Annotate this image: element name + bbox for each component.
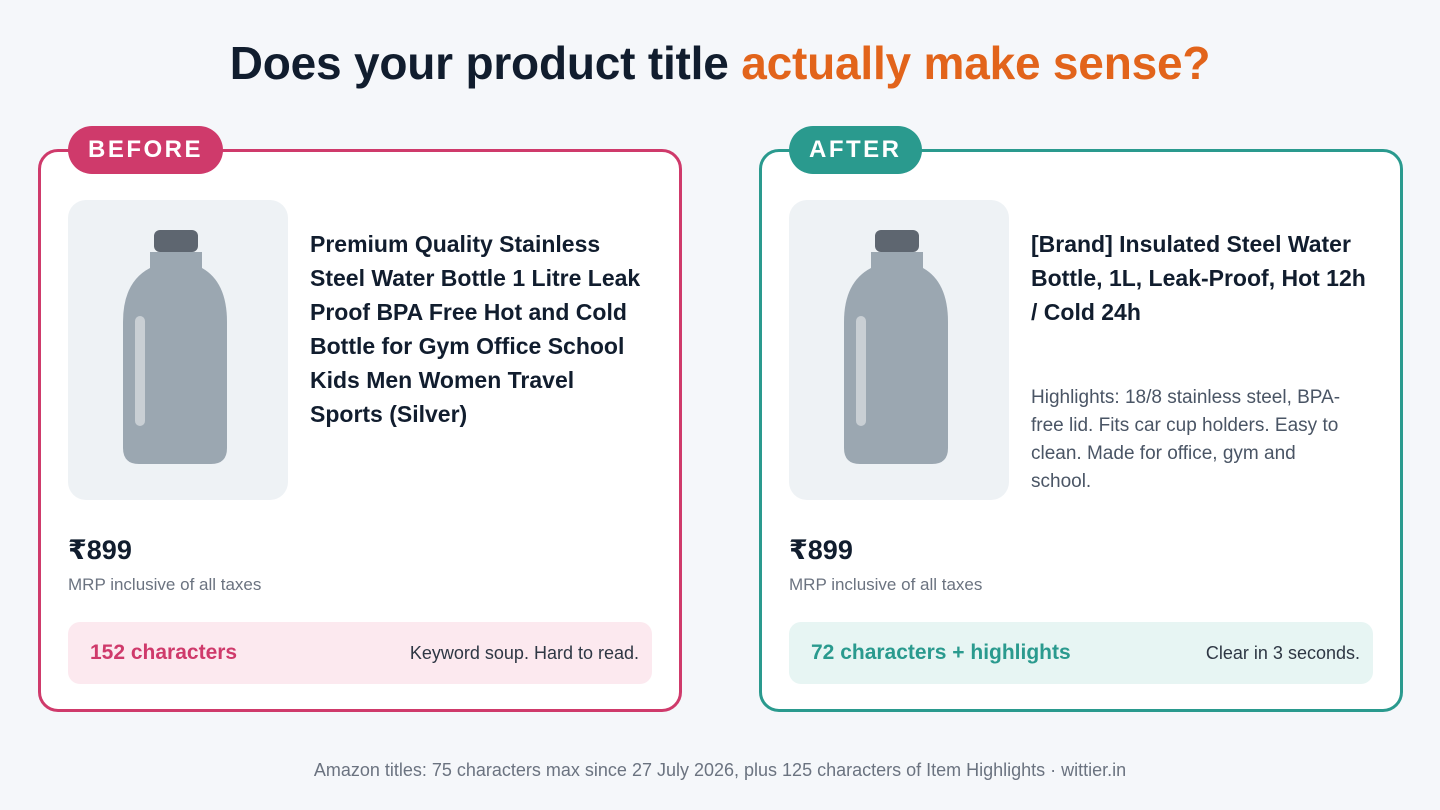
before-badge: BEFORE <box>68 126 224 174</box>
after-product-image <box>789 200 1009 500</box>
headline-text: Does your product title <box>229 37 742 89</box>
before-mrp-note: MRP inclusive of all taxes <box>68 575 262 594</box>
before-verdict: Keyword soup. Hard to read. <box>409 642 639 663</box>
footer-note: Amazon titles: 75 characters max since 2… <box>313 760 1127 780</box>
before-char-count: 152 characters <box>90 641 238 664</box>
before-price: ₹899 <box>68 535 132 565</box>
before-product-image <box>68 200 288 500</box>
after-highlights: Highlights: 18/8 stainless steel, BPA-fr… <box>1031 387 1341 492</box>
before-card: BEFORE Premium Quality Stainless Steel W… <box>38 126 682 712</box>
after-price: ₹899 <box>789 535 853 565</box>
after-product-title: [Brand] Insulated Steel Water Bottle, 1L… <box>1031 231 1366 325</box>
after-mrp-note: MRP inclusive of all taxes <box>789 575 983 594</box>
after-badge: AFTER <box>789 126 922 174</box>
after-char-count: 72 characters + highlights <box>811 641 1071 664</box>
water-bottle-icon <box>123 230 227 464</box>
headline: Does your product title actually make se… <box>0 36 1440 90</box>
water-bottle-icon <box>844 230 948 464</box>
headline-accent: actually make sense? <box>741 37 1211 89</box>
after-card: AFTER [Brand] Insulated Steel Water Bott… <box>759 126 1403 712</box>
before-stat-bar: 152 characters Keyword soup. Hard to rea… <box>68 622 652 684</box>
before-product-title: Premium Quality Stainless Steel Water Bo… <box>310 231 641 427</box>
after-verdict: Clear in 3 seconds. <box>1205 642 1360 663</box>
after-stat-bar: 72 characters + highlights Clear in 3 se… <box>789 622 1373 684</box>
